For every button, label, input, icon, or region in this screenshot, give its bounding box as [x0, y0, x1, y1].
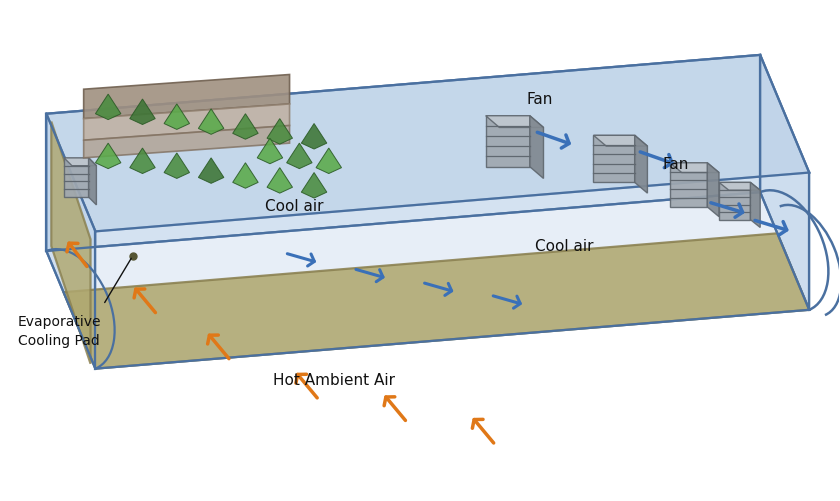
Polygon shape [88, 158, 97, 205]
Polygon shape [84, 75, 290, 119]
Polygon shape [316, 148, 342, 173]
Text: Cool air: Cool air [265, 199, 323, 214]
Polygon shape [46, 114, 96, 369]
Text: Cool air: Cool air [535, 238, 593, 254]
Polygon shape [267, 119, 292, 144]
Polygon shape [84, 125, 290, 158]
Polygon shape [286, 143, 312, 169]
Polygon shape [594, 135, 648, 146]
Polygon shape [750, 182, 760, 227]
Polygon shape [670, 163, 707, 207]
Text: Hot Ambient Air: Hot Ambient Air [273, 373, 395, 388]
Polygon shape [635, 135, 648, 193]
Text: Fan: Fan [527, 92, 553, 107]
Polygon shape [594, 135, 635, 182]
Polygon shape [164, 104, 190, 129]
Polygon shape [198, 109, 224, 134]
Text: Fan: Fan [662, 157, 689, 172]
Polygon shape [46, 55, 809, 231]
Polygon shape [233, 163, 258, 188]
Polygon shape [257, 138, 283, 164]
Polygon shape [530, 116, 543, 178]
Polygon shape [64, 233, 809, 369]
Polygon shape [96, 94, 121, 120]
Polygon shape [64, 158, 88, 197]
Polygon shape [719, 182, 750, 219]
Polygon shape [486, 116, 543, 127]
Polygon shape [233, 114, 258, 139]
Polygon shape [198, 158, 224, 183]
Polygon shape [302, 172, 327, 198]
Polygon shape [486, 116, 530, 167]
Polygon shape [129, 148, 155, 173]
Polygon shape [46, 192, 809, 369]
Text: Evaporative
Cooling Pad: Evaporative Cooling Pad [18, 315, 102, 348]
Polygon shape [51, 122, 91, 364]
Polygon shape [46, 55, 760, 251]
Polygon shape [267, 168, 292, 193]
Polygon shape [719, 182, 760, 190]
Polygon shape [129, 99, 155, 125]
Polygon shape [64, 158, 97, 166]
Polygon shape [84, 104, 290, 140]
Polygon shape [164, 153, 190, 178]
Polygon shape [96, 143, 121, 169]
Polygon shape [707, 163, 719, 216]
Polygon shape [302, 124, 327, 149]
Polygon shape [760, 55, 809, 310]
Polygon shape [670, 163, 719, 172]
